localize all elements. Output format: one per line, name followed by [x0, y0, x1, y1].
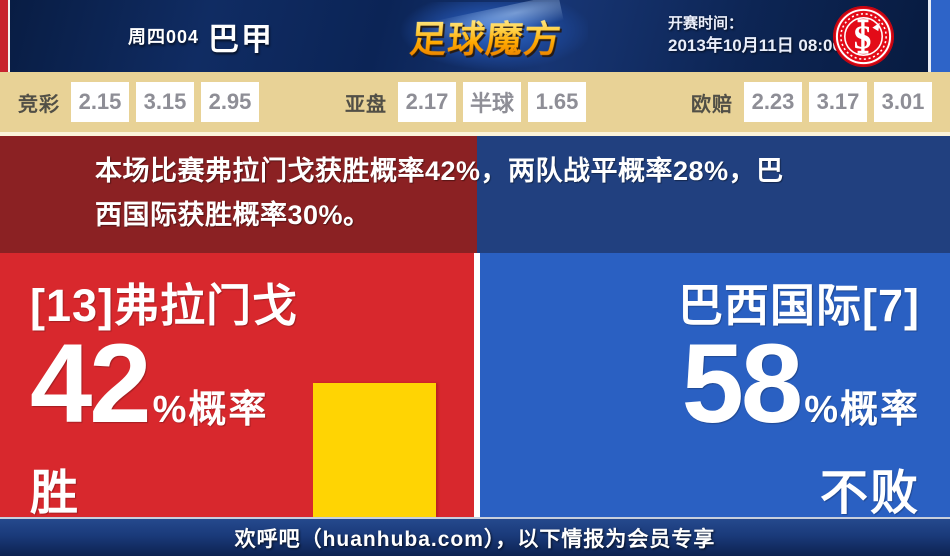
odds-group-oupei: 欧赔 2.23 3.17 3.01 — [691, 72, 932, 132]
summary-line-1: 本场比赛弗拉门戈获胜概率42%，两队战平概率28%，巴 — [95, 156, 784, 186]
odds-value-box: 1.65 — [528, 82, 586, 122]
away-outcome-label: 不败 — [819, 467, 920, 520]
away-color-strip — [928, 0, 950, 72]
summary-line-2: 西国际获胜概率30%。 — [95, 200, 371, 230]
away-team-name: 巴西国际[7] — [678, 280, 920, 331]
odds-label-jingcai: 竞彩 — [18, 93, 60, 116]
summary-bg-away — [477, 136, 950, 253]
odds-value-box: 2.95 — [201, 82, 259, 122]
kickoff-info: 开赛时间： 2013年10月11日 08:00 — [668, 13, 842, 57]
home-probability-value: 42 — [30, 321, 152, 446]
away-probability-row: 58 %概率 — [678, 328, 920, 460]
home-outcome-label: 胜 — [30, 467, 81, 520]
odds-value-box: 3.17 — [809, 82, 867, 122]
header-bar: 周四004 巴甲 足球魔方 开赛时间： 2013年10月11日 08:00 S — [0, 0, 950, 72]
summary-bg-home — [0, 136, 477, 253]
match-identifier: 周四004 巴甲 — [128, 0, 274, 72]
odds-value-box: 3.01 — [874, 82, 932, 122]
odds-value-box: 2.15 — [71, 82, 129, 122]
odds-value-box: 3.15 — [136, 82, 194, 122]
home-panel-content: [13]弗拉门戈 42 %概率 胜 — [30, 253, 298, 522]
odds-value-box: 2.17 — [398, 82, 456, 122]
home-team-name: [13]弗拉门戈 — [30, 280, 299, 331]
team-crest-icon: S — [832, 5, 895, 68]
site-logo: 足球魔方 — [383, 0, 588, 70]
away-probability-unit: %概率 — [804, 389, 920, 431]
home-color-strip — [0, 0, 10, 72]
kickoff-datetime: 2013年10月11日 08:00 — [668, 36, 842, 55]
odds-label-yapan: 亚盘 — [345, 93, 387, 116]
summary-text: 本场比赛弗拉门戈获胜概率42%，两队战平概率28%，巴 西国际获胜概率30%。 — [95, 149, 885, 237]
odds-group-jingcai: 竞彩 2.15 3.15 2.95 — [18, 72, 259, 132]
away-panel-content: 巴西国际[7] 58 %概率 不败 — [678, 253, 920, 522]
kickoff-label: 开赛时间： — [668, 15, 744, 32]
odds-label-oupei: 欧赔 — [691, 93, 733, 116]
match-number: 周四004 — [128, 27, 200, 47]
forecast-panels: [13]弗拉门戈 42 %概率 胜 巴西国际[7] 58 %概率 不败 — [0, 253, 950, 520]
probability-summary-band: 本场比赛弗拉门戈获胜概率42%，两队战平概率28%，巴 西国际获胜概率30%。 — [0, 136, 950, 253]
home-probability-bar — [313, 383, 436, 517]
league-name: 巴甲 — [208, 21, 275, 57]
odds-group-yapan: 亚盘 2.17 半球 1.65 — [345, 72, 586, 132]
away-team-panel: 巴西国际[7] 58 %概率 不败 — [480, 253, 950, 520]
odds-bar: 竞彩 2.15 3.15 2.95 亚盘 2.17 半球 1.65 欧赔 2.2… — [0, 72, 950, 136]
odds-value-box: 2.23 — [744, 82, 802, 122]
odds-value-box: 半球 — [463, 82, 521, 122]
away-probability-value: 58 — [681, 321, 804, 446]
site-logo-text: 足球魔方 — [407, 9, 564, 63]
footer-bar: 欢呼吧（huanhuba.com），以下情报为会员专享 — [0, 517, 950, 556]
footer-site-notice: 欢呼吧（huanhuba.com），以下情报为会员专享 — [234, 527, 716, 551]
home-probability-unit: %概率 — [152, 389, 269, 431]
home-team-panel: [13]弗拉门戈 42 %概率 胜 — [0, 253, 477, 520]
home-probability-row: 42 %概率 — [30, 328, 298, 460]
